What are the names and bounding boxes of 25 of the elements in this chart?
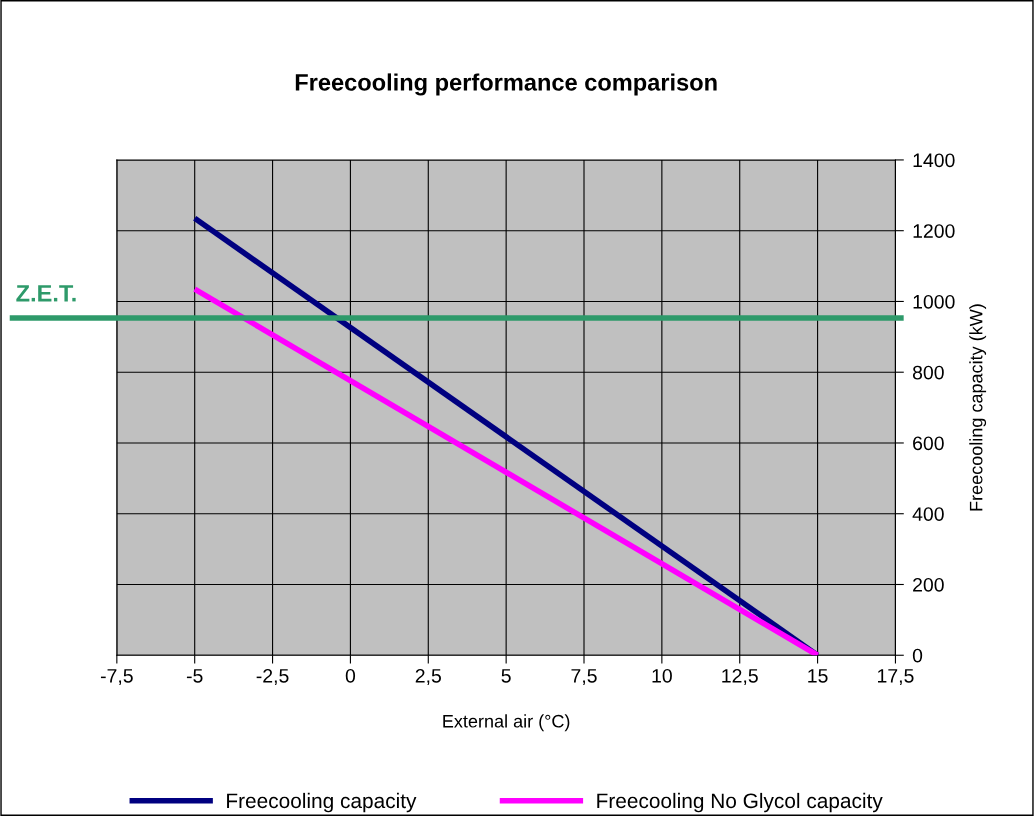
ref-line-label: Z.E.T. <box>16 285 76 302</box>
legend-label: Freecooling capacity <box>227 792 417 813</box>
x-tick-label: 10 <box>652 668 672 683</box>
x-tick-label: 12,5 <box>722 668 758 686</box>
y-tick-label: 600 <box>913 436 944 451</box>
x-tick-label: -5 <box>186 669 203 683</box>
x-axis-title: External air (°C) <box>443 714 570 732</box>
x-tick-label: 0 <box>345 668 356 683</box>
x-tick-label: -2,5 <box>256 668 289 686</box>
y-tick-label: 200 <box>913 577 944 592</box>
x-tick-label: 2,5 <box>415 668 441 686</box>
x-tick-label: 7,5 <box>571 669 597 686</box>
y-tick-label: 400 <box>912 507 944 521</box>
y-tick-label: 800 <box>912 365 944 380</box>
legend-label: Freecooling No Glycol capacity <box>597 792 883 813</box>
y-axis-title: Freecooling capacity (kW) <box>969 304 987 511</box>
x-tick-label: -7,5 <box>100 669 133 686</box>
y-tick-label: 1000 <box>913 294 955 309</box>
y-tick-label: 1400 <box>913 153 955 168</box>
chart-title: Freecooling performance comparison <box>295 73 717 96</box>
y-tick-label: 1200 <box>913 224 955 238</box>
x-tick-label: 15 <box>808 669 828 683</box>
x-tick-label: 17,5 <box>878 669 914 686</box>
x-tick-label: 5 <box>501 669 511 683</box>
y-tick-label: 0 <box>912 648 923 663</box>
